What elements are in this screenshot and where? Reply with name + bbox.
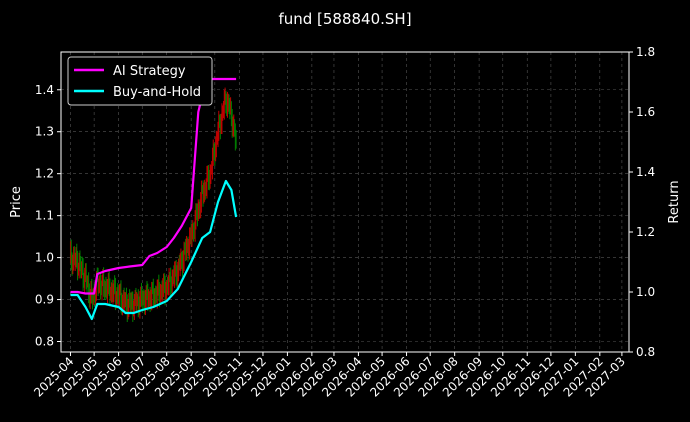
series-line-buy-and-hold: [70, 179, 238, 321]
y2-tick-label: 1.4: [636, 165, 655, 179]
y2-axis-label: Return: [667, 180, 682, 223]
legend-label-buy-and-hold: Buy-and-Hold: [113, 85, 201, 100]
y-tick-label: 0.9: [35, 293, 54, 307]
chart-title: fund [588840.SH]: [278, 10, 411, 28]
y-axis-label: Price: [9, 186, 24, 218]
y2-tick-label: 1.2: [636, 225, 655, 239]
y2-tick-label: 0.8: [636, 345, 655, 359]
y-tick-label: 1.4: [35, 83, 54, 97]
grid-lines: [61, 52, 629, 352]
left-axis-ticks: 0.8 0.9 1.0 1.1 1.2 1.3 1.4: [35, 83, 61, 349]
y-tick-label: 0.8: [35, 335, 54, 349]
plot-frame: [60, 51, 630, 353]
legend: AI Strategy Buy-and-Hold: [67, 56, 213, 106]
y2-tick-label: 1.0: [636, 285, 655, 299]
y-tick-label: 1.1: [35, 209, 54, 223]
y2-tick-label: 1.8: [636, 45, 655, 59]
right-axis-ticks: 0.8 1.0 1.2 1.4 1.6 1.8: [629, 45, 655, 359]
price-bars: [69, 87, 237, 323]
series-line-ai-strategy: [70, 77, 237, 295]
y2-tick-label: 1.6: [636, 105, 655, 119]
y-tick-label: 1.3: [35, 125, 54, 139]
y-tick-label: 1.0: [35, 251, 54, 265]
legend-label-ai-strategy: AI Strategy: [113, 64, 186, 79]
x-axis-ticks: 2025-042025-052025-062025-072025-082025-…: [31, 352, 628, 400]
y-tick-label: 1.2: [35, 167, 54, 181]
